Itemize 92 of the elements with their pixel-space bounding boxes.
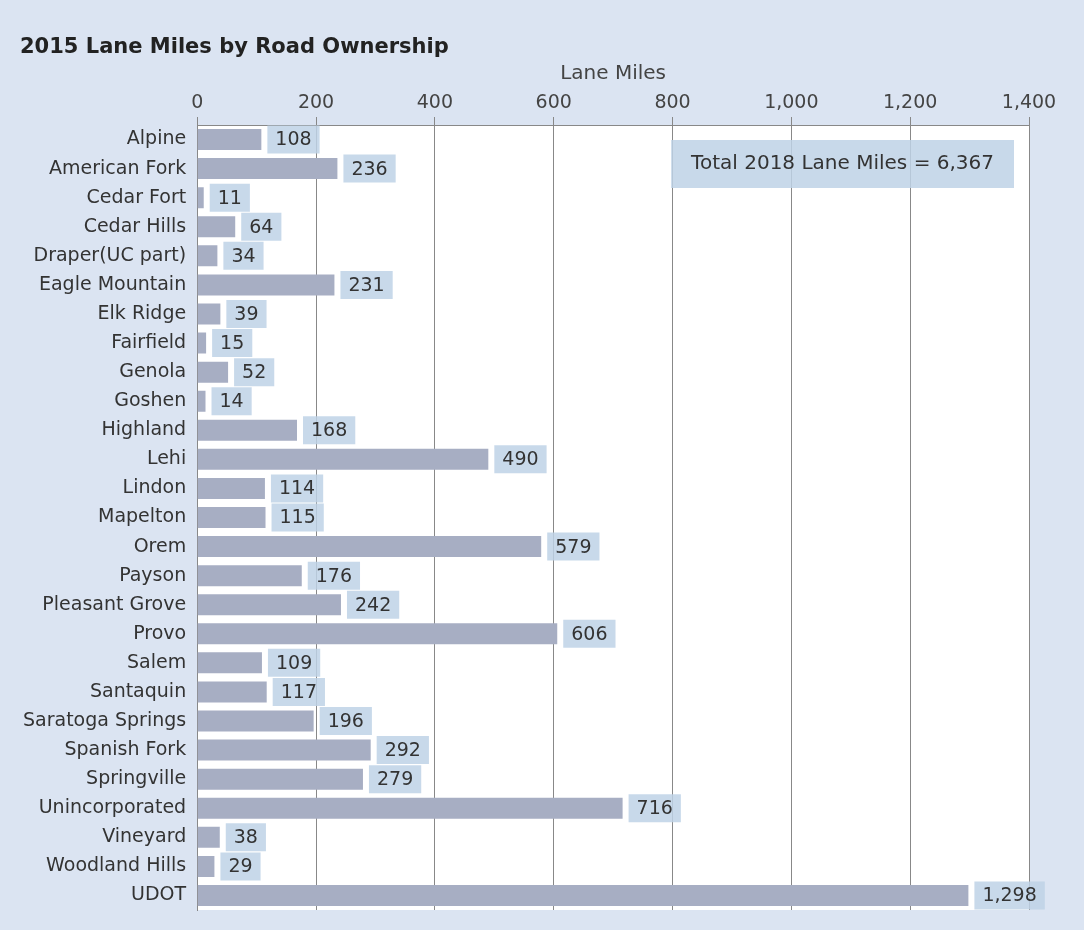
bar — [197, 884, 969, 906]
bar — [197, 594, 341, 616]
data-label: 279 — [376, 767, 414, 790]
y-tick-label: American Fork — [49, 155, 187, 178]
bar — [197, 797, 623, 819]
data-label: 34 — [231, 243, 256, 266]
data-label: 292 — [384, 738, 421, 761]
data-label: 606 — [571, 621, 608, 644]
y-tick-label: UDOT — [131, 882, 187, 905]
y-tick-label: Cedar Fort — [86, 184, 187, 207]
y-tick-label: Genola — [119, 359, 187, 382]
bar — [197, 390, 206, 412]
data-label: 236 — [351, 156, 388, 179]
x-tick-label: 1,400 — [1001, 89, 1057, 112]
bar — [197, 419, 298, 441]
bar — [197, 681, 267, 703]
annotation: Total 2018 Lane Miles = 6,367 — [690, 150, 995, 175]
data-label: 29 — [228, 854, 253, 877]
bar — [197, 129, 262, 151]
bar — [197, 303, 221, 325]
y-tick-label: Saratoga Springs — [22, 707, 187, 730]
x-tick-label: 200 — [297, 89, 335, 112]
data-label: 1,298 — [982, 883, 1037, 906]
y-tick-label: Cedar Hills — [83, 213, 187, 236]
y-tick-label: Alpine — [126, 126, 187, 149]
x-tick-label: 800 — [654, 89, 691, 112]
x-tick-label: 1,200 — [882, 89, 938, 112]
bar — [197, 245, 218, 267]
y-tick-label: Lindon — [122, 475, 187, 498]
y-tick-label: Highland — [101, 417, 187, 440]
y-tick-label: Draper(UC part) — [33, 242, 187, 265]
data-label: 39 — [234, 301, 259, 324]
x-tick-label: 1,000 — [764, 89, 819, 112]
x-axis-title: Lane Miles — [560, 60, 667, 85]
chart-title: 2015 Lane Miles by Road Ownership — [20, 34, 449, 59]
y-tick-label: Springville — [86, 766, 187, 789]
y-tick-label: Mapelton — [98, 504, 187, 527]
bar — [197, 216, 236, 238]
bar — [197, 565, 302, 587]
data-label: 115 — [279, 505, 316, 528]
y-tick-label: Santaquin — [89, 678, 187, 701]
bar — [197, 536, 542, 558]
bar — [197, 361, 229, 383]
data-label: 176 — [315, 563, 353, 586]
x-tick-label: 400 — [416, 89, 453, 112]
data-label: 579 — [555, 534, 592, 557]
y-tick-label: Payson — [119, 562, 187, 585]
bar — [197, 158, 338, 180]
y-tick-label: Salem — [127, 649, 187, 672]
data-label: 117 — [280, 679, 317, 702]
y-tick-label: Vineyard — [102, 824, 187, 847]
data-label: 14 — [219, 389, 244, 412]
bar — [197, 274, 335, 296]
bar — [197, 332, 207, 354]
y-tick-label: Fairfield — [111, 329, 187, 352]
data-label: 38 — [233, 825, 258, 848]
x-tick-label: 0 — [191, 89, 204, 112]
data-label: 242 — [354, 592, 392, 615]
y-tick-label: Elk Ridge — [97, 300, 187, 323]
data-label: 11 — [217, 185, 242, 208]
y-tick-label: Goshen — [114, 388, 187, 411]
y-tick-label: Woodland Hills — [46, 853, 187, 876]
y-tick-label: Lehi — [146, 446, 187, 469]
bar — [197, 187, 204, 209]
data-label: 168 — [311, 418, 348, 441]
bar — [197, 826, 220, 848]
data-label: 109 — [275, 650, 313, 673]
data-label: 15 — [220, 330, 245, 353]
y-tick-label: Spanish Fork — [64, 737, 187, 760]
data-label: 490 — [502, 447, 539, 470]
data-label: 64 — [249, 214, 274, 237]
bar — [197, 710, 314, 732]
data-label: 231 — [348, 272, 385, 295]
data-label: 114 — [278, 476, 316, 499]
bar — [197, 448, 489, 470]
bar — [197, 855, 215, 877]
bar — [197, 507, 266, 528]
x-tick-label: 600 — [535, 89, 572, 112]
data-label: 52 — [242, 360, 267, 383]
data-label: 716 — [636, 796, 673, 819]
y-tick-label: Orem — [133, 533, 187, 556]
y-tick-label: Pleasant Grove — [42, 591, 187, 614]
data-label: 196 — [327, 708, 364, 731]
bar — [197, 739, 371, 761]
data-label: 108 — [275, 127, 312, 150]
y-tick-label: Eagle Mountain — [38, 271, 187, 294]
bar — [197, 477, 265, 499]
bar — [197, 623, 558, 645]
y-tick-label: Unincorporated — [38, 795, 187, 818]
bar — [197, 652, 262, 674]
y-tick-label: Provo — [133, 620, 187, 643]
bar — [197, 768, 363, 790]
